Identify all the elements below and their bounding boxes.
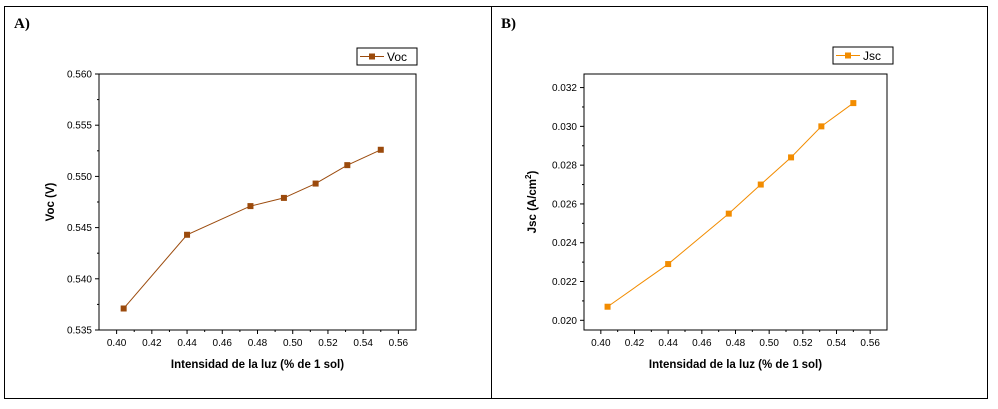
legend-label: Jsc [863,49,881,63]
x-tick-label: 0.44 [177,338,197,349]
legend-box [356,47,418,66]
x-tick-label: 0.52 [318,338,338,349]
jsc-chart: 0.40 0.42 0.44 0.46 0.48 0.50 0.52 0.54 0.56 0.02… [524,46,894,371]
plot-frame [98,73,417,331]
y-tick-label: 0.030 [552,122,577,133]
y-tick-label: 0.550 [67,172,92,183]
y-tick-label: 0.560 [67,70,92,81]
x-tick-label: 0.56 [860,338,880,349]
panel-label-a: A) [14,16,30,32]
x-tick-label: 0.54 [353,338,373,349]
data-point [344,162,351,169]
data-point [850,100,857,107]
x-axis-title: Intensidad de la luz (% de 1 sol) [171,359,344,371]
data-point [757,181,764,188]
series-line [607,102,854,308]
panel-label-b: B) [501,16,516,32]
data-point [120,305,127,312]
data-point [604,303,611,310]
legend-marker [845,52,851,59]
y-axis-title: Voc (V) [45,182,57,221]
x-tick-label: 0.56 [389,338,409,349]
y-axis-title-superscript: 2 [524,174,533,179]
y-tick-label: 0.026 [552,199,577,210]
x-tick-label: 0.50 [759,338,779,349]
chart-panel-a: A) 0.40 0.42 0.44 0.46 0.48 0.50 0.52 0.54 0.56 0… [4,6,492,399]
legend-box [832,46,894,65]
voc-chart: 0.40 0.42 0.44 0.46 0.48 0.50 0.52 0.54 0.56 0.53… [45,47,418,371]
chart-panel-b: B) 0.40 0.42 0.44 0.46 0.48 0.50 0.52 0.54 0.56 0… [491,6,988,399]
x-tick-label: 0.52 [793,338,813,349]
y-tick-label: 0.032 [552,83,577,94]
data-point [788,154,795,161]
legend: Jsc [832,46,894,65]
x-tick-label: 0.50 [283,338,303,349]
legend: Voc [356,47,418,66]
y-tick-label: 0.024 [552,238,577,249]
data-point [312,180,319,187]
x-tick-label: 0.46 [692,338,712,349]
data-point [184,231,191,238]
y-tick-label: 0.028 [552,161,577,172]
y-tick-label: 0.545 [67,223,92,234]
data-point [247,203,254,210]
x-tick-label: 0.40 [591,338,611,349]
x-tick-label: 0.40 [107,338,127,349]
y-tick-label: 0.540 [67,274,92,285]
data-point [818,123,825,130]
legend-label: Voc [387,50,407,64]
y-tick-label: 0.535 [67,326,92,337]
y-axis-title-main: Voc (V) [45,182,57,221]
y-axis-title: Jsc (A/cm2) [524,171,539,234]
y-tick-label: 0.022 [552,277,577,288]
x-tick-label: 0.46 [213,338,233,349]
x-tick-label: 0.42 [625,338,645,349]
x-tick-label: 0.42 [142,338,162,349]
data-point [280,194,287,201]
data-point [377,146,384,153]
data-point [665,261,672,268]
y-tick-label: 0.555 [67,121,92,132]
x-tick-label: 0.44 [658,338,678,349]
x-tick-label: 0.48 [248,338,268,349]
y-tick-label: 0.020 [552,316,577,327]
series-line [123,149,381,309]
x-tick-label: 0.54 [827,338,847,349]
legend-marker [369,53,375,60]
y-axis-title-end: ) [527,171,539,175]
x-tick-label: 0.48 [726,338,746,349]
x-axis-title: Intensidad de la luz (% de 1 sol) [649,359,822,371]
data-point [725,210,732,217]
y-axis-title-main: Jsc (A/cm [527,179,539,233]
